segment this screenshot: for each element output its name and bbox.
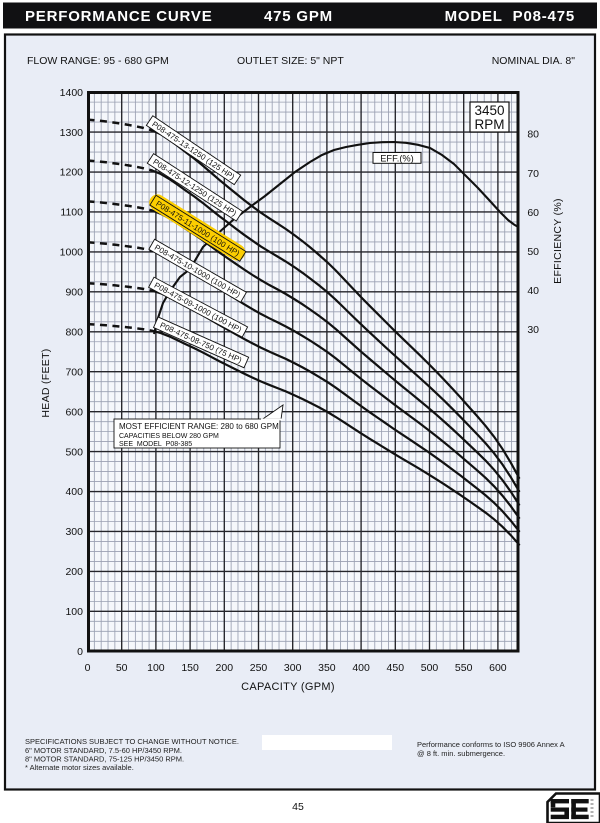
svg-text:50: 50 xyxy=(116,662,128,674)
svg-text:1200: 1200 xyxy=(60,167,84,179)
svg-text:550: 550 xyxy=(455,662,473,674)
svg-text:200: 200 xyxy=(216,662,234,674)
svg-text:50: 50 xyxy=(527,246,539,258)
svg-text:700: 700 xyxy=(65,366,83,378)
svg-text:600: 600 xyxy=(489,662,507,674)
svg-text:400: 400 xyxy=(65,486,83,498)
svg-text:1100: 1100 xyxy=(60,207,83,219)
svg-text:1000: 1000 xyxy=(60,247,84,259)
svg-text:600: 600 xyxy=(65,406,83,418)
svg-text:300: 300 xyxy=(284,662,302,674)
svg-text:CAPACITIES BELOW 280 GPM: CAPACITIES BELOW 280 GPM xyxy=(119,433,219,440)
svg-text:CAPACITY (GPM): CAPACITY (GPM) xyxy=(241,681,335,693)
svg-text:EFF.(%): EFF.(%) xyxy=(380,153,414,163)
svg-text:100: 100 xyxy=(65,606,83,618)
svg-text:300: 300 xyxy=(65,526,83,538)
svg-text:150: 150 xyxy=(181,662,199,674)
svg-text:SPECIFICATIONS SUBJECT TO CHAN: SPECIFICATIONS SUBJECT TO CHANGE WITHOUT… xyxy=(25,737,239,746)
svg-text:475 GPM: 475 GPM xyxy=(264,8,333,25)
svg-text:HEAD (FEET): HEAD (FEET) xyxy=(40,348,52,417)
svg-text:RPM: RPM xyxy=(475,117,505,132)
svg-text:MOST EFFICIENT RANGE: 280 to 6: MOST EFFICIENT RANGE: 280 to 680 GPM xyxy=(119,422,279,431)
svg-text:NOMINAL DIA. 8": NOMINAL DIA. 8" xyxy=(492,55,576,67)
svg-text:350: 350 xyxy=(318,662,336,674)
svg-text:100: 100 xyxy=(147,662,165,674)
svg-text:6" MOTOR STANDARD, 7.5-60 HP/3: 6" MOTOR STANDARD, 7.5-60 HP/3450 RPM. xyxy=(25,746,182,755)
svg-text:FLOW RANGE: 95 - 680 GPM: FLOW RANGE: 95 - 680 GPM xyxy=(27,55,169,67)
svg-text:30: 30 xyxy=(527,324,539,336)
svg-text:OUTLET SIZE: 5" NPT: OUTLET SIZE: 5" NPT xyxy=(237,55,344,67)
svg-text:Performance conforms to ISO 99: Performance conforms to ISO 9906 Annex A xyxy=(417,740,565,749)
svg-text:EFFICIENCY (%): EFFICIENCY (%) xyxy=(552,198,564,284)
svg-text:500: 500 xyxy=(65,446,83,458)
svg-text:PERFORMANCE CURVE: PERFORMANCE CURVE xyxy=(25,8,213,25)
svg-text:3450: 3450 xyxy=(474,103,504,118)
svg-text:450: 450 xyxy=(387,662,405,674)
svg-text:900: 900 xyxy=(65,287,83,299)
svg-text:500: 500 xyxy=(421,662,439,674)
svg-text:1400: 1400 xyxy=(60,87,84,99)
svg-text:40: 40 xyxy=(527,285,539,297)
svg-text:400: 400 xyxy=(352,662,370,674)
svg-text:250: 250 xyxy=(250,662,268,674)
svg-text:80: 80 xyxy=(527,129,539,141)
svg-text:0: 0 xyxy=(77,646,83,658)
svg-text:45: 45 xyxy=(292,801,304,813)
svg-text:70: 70 xyxy=(527,168,539,180)
svg-text:0: 0 xyxy=(85,662,91,674)
svg-text:SEE MODEL P08-385: SEE MODEL P08-385 xyxy=(119,441,192,448)
svg-text:60: 60 xyxy=(527,207,539,219)
svg-text:800: 800 xyxy=(65,327,83,339)
svg-text:8" MOTOR STANDARD, 75-125 HP/3: 8" MOTOR STANDARD, 75-125 HP/3450 RPM. xyxy=(25,755,184,764)
svg-text:1300: 1300 xyxy=(60,127,84,139)
svg-text:@ 8 ft. min. submergence.: @ 8 ft. min. submergence. xyxy=(417,749,505,758)
svg-text:MODEL P08-475: MODEL P08-475 xyxy=(445,8,575,25)
svg-text:* Alternate motor sizes availa: * Alternate motor sizes available. xyxy=(25,763,134,772)
svg-text:200: 200 xyxy=(65,566,83,578)
